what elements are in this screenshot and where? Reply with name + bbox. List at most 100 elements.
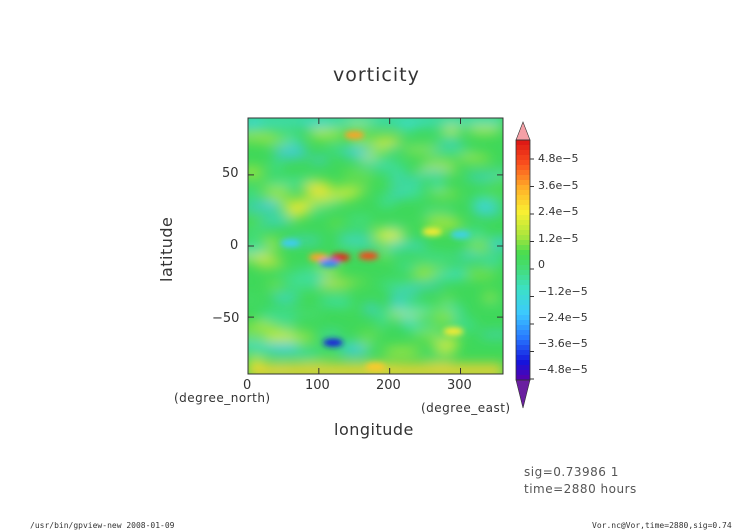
colorbar-tick-label: 4.8e−5 (538, 152, 579, 165)
field-texture (431, 271, 470, 279)
field-texture (405, 176, 424, 186)
field-texture (393, 304, 434, 314)
colorbar-segment (516, 325, 530, 331)
colorbar-segment (516, 275, 530, 281)
colorbar-segment (516, 185, 530, 191)
time-info: time=2880 hours (524, 482, 637, 496)
colorbar-segment (516, 305, 530, 311)
vorticity-feature (443, 327, 464, 336)
y-tick-label: 0 (230, 238, 239, 253)
field-texture (261, 273, 281, 279)
field-texture (417, 252, 456, 264)
field-texture (332, 185, 366, 196)
colorbar-segment (516, 220, 530, 226)
field-texture (367, 181, 398, 190)
field-texture (453, 310, 467, 317)
field-texture (434, 354, 453, 365)
field-texture (305, 183, 331, 197)
field-texture (362, 176, 377, 183)
colorbar-tick-label: 1.2e−5 (538, 232, 579, 245)
x-unit-label: (degree_east) (421, 401, 511, 415)
colorbar-segment (516, 340, 530, 346)
sigma-info: sig=0.73986 1 (524, 465, 619, 479)
colorbar-segment (516, 240, 530, 246)
field-texture (326, 146, 346, 152)
colorbar-max-arrow (515, 121, 531, 141)
colorbar-segment (516, 255, 530, 261)
colorbar-segment (516, 210, 530, 216)
colorbar-segment (516, 290, 530, 296)
vorticity-feature (280, 239, 301, 248)
colorbar-segment (516, 145, 530, 151)
field-texture (284, 277, 312, 290)
plot-area (248, 118, 503, 374)
field-texture (488, 237, 503, 244)
colorbar-tick-label: 2.4e−5 (538, 205, 579, 218)
colorbar-segment (516, 315, 530, 321)
x-tick-label: 100 (305, 378, 330, 393)
field-texture (409, 221, 424, 227)
colorbar-segment (516, 160, 530, 166)
field-texture (248, 245, 268, 256)
field-texture (468, 199, 502, 205)
field-texture (413, 266, 433, 279)
field-texture (407, 283, 444, 289)
x-axis-label: longitude (334, 420, 414, 439)
colorbar-segment (516, 265, 530, 271)
colorbar-segment (516, 195, 530, 201)
colorbar-segment (516, 330, 530, 336)
field-texture (269, 161, 284, 172)
field-texture (336, 233, 375, 245)
field-texture (393, 294, 419, 303)
field-texture (424, 159, 453, 165)
field-texture (388, 190, 408, 198)
field-texture (256, 123, 294, 137)
field-texture (252, 200, 282, 212)
field-texture (277, 293, 298, 304)
vorticity-feature (308, 253, 329, 262)
y-axis (248, 174, 503, 318)
field-texture (377, 247, 392, 259)
field-texture (457, 154, 492, 162)
colorbar-segment (516, 365, 530, 371)
colorbar-segment (516, 225, 530, 231)
field-texture (479, 255, 503, 265)
field-texture (262, 139, 294, 145)
field-texture (375, 138, 395, 149)
field-texture (319, 296, 353, 306)
field-texture (442, 125, 461, 134)
colorbar-tick-label: −3.6e−5 (538, 337, 588, 350)
colorbar-segment (516, 150, 530, 156)
colorbar-segment (516, 205, 530, 211)
colorbar-segment (516, 235, 530, 241)
field-texture (248, 296, 265, 304)
footer-program: /usr/bin/gpview-new 2008-01-09 (30, 521, 175, 530)
field-texture (321, 331, 343, 338)
vorticity-feature (319, 259, 340, 268)
field-texture (275, 332, 314, 344)
colorbar-segment (516, 175, 530, 181)
field-texture (433, 332, 446, 340)
field-texture (405, 318, 421, 330)
vorticity-feature (344, 131, 365, 140)
colorbar-segment (516, 350, 530, 356)
field-texture (439, 141, 465, 148)
field-texture (292, 267, 331, 281)
colorbar-segment (516, 270, 530, 276)
chart-title: vorticity (333, 64, 420, 86)
field-texture (476, 189, 492, 198)
colorbar-segment (516, 345, 530, 351)
field-texture (440, 148, 475, 158)
field-texture (478, 331, 503, 338)
vorticity-feature (450, 230, 471, 239)
colorbar-segment (516, 295, 530, 301)
field-texture (466, 239, 492, 253)
colorbar-segment (516, 320, 530, 326)
field-texture (472, 204, 503, 216)
colorbar-tick-label: −1.2e−5 (538, 285, 588, 298)
y-tick-label: 50 (222, 166, 239, 181)
field-texture (376, 314, 389, 328)
field-texture (276, 273, 296, 280)
field-texture (257, 217, 293, 225)
field-texture (390, 241, 429, 251)
